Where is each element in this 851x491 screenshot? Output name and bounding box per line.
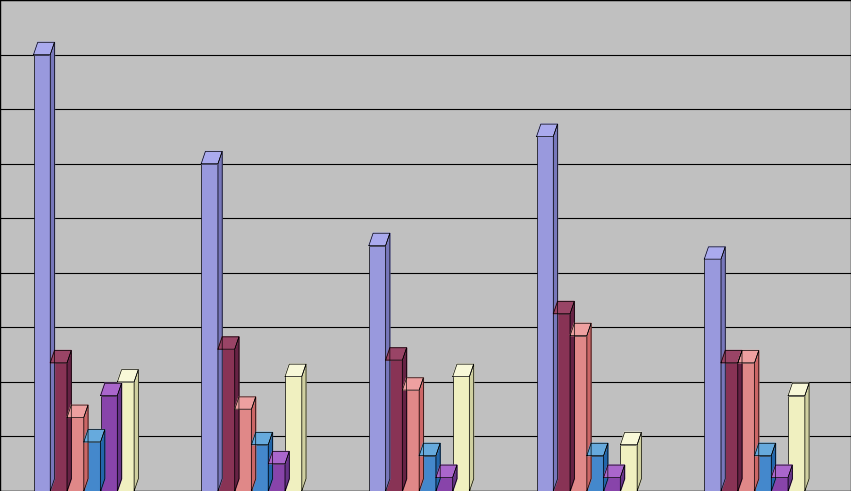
Polygon shape — [201, 151, 222, 164]
Bar — [553, 314, 570, 491]
Polygon shape — [738, 351, 759, 363]
Polygon shape — [721, 351, 742, 363]
Polygon shape — [788, 383, 809, 396]
Polygon shape — [100, 383, 122, 396]
Polygon shape — [50, 351, 71, 363]
Polygon shape — [553, 301, 574, 314]
Polygon shape — [84, 430, 105, 442]
Polygon shape — [252, 433, 272, 445]
Polygon shape — [218, 337, 239, 349]
Polygon shape — [570, 323, 591, 335]
Bar — [368, 246, 386, 491]
Bar — [67, 417, 84, 491]
Polygon shape — [771, 443, 775, 491]
Bar — [453, 377, 470, 491]
Polygon shape — [235, 337, 239, 491]
Bar — [218, 349, 235, 491]
Polygon shape — [721, 247, 725, 491]
Polygon shape — [553, 124, 557, 491]
Polygon shape — [67, 351, 71, 491]
Bar — [755, 456, 771, 491]
Bar — [570, 335, 587, 491]
Polygon shape — [537, 124, 557, 136]
Bar — [420, 456, 436, 491]
Polygon shape — [386, 348, 407, 360]
Polygon shape — [420, 378, 424, 491]
Bar — [50, 363, 67, 491]
Polygon shape — [453, 465, 457, 491]
Polygon shape — [67, 405, 88, 417]
Bar — [771, 477, 788, 491]
Polygon shape — [603, 465, 625, 477]
Bar — [436, 477, 453, 491]
Polygon shape — [620, 465, 625, 491]
Bar — [788, 396, 805, 491]
Polygon shape — [386, 233, 390, 491]
Bar — [285, 377, 302, 491]
Polygon shape — [50, 42, 54, 491]
Polygon shape — [134, 370, 139, 491]
Polygon shape — [771, 465, 792, 477]
Polygon shape — [755, 351, 759, 491]
Polygon shape — [252, 397, 255, 491]
Polygon shape — [235, 397, 255, 409]
Polygon shape — [637, 433, 642, 491]
Polygon shape — [302, 364, 306, 491]
Polygon shape — [570, 301, 574, 491]
Polygon shape — [403, 378, 424, 390]
Bar — [235, 409, 252, 491]
Bar — [117, 382, 134, 491]
Bar — [705, 259, 721, 491]
Bar — [721, 363, 738, 491]
Bar — [201, 164, 218, 491]
Polygon shape — [587, 443, 608, 456]
Polygon shape — [805, 383, 809, 491]
Bar — [403, 390, 420, 491]
Polygon shape — [84, 405, 88, 491]
Polygon shape — [620, 433, 642, 445]
Polygon shape — [738, 351, 742, 491]
Polygon shape — [705, 247, 725, 259]
Polygon shape — [755, 443, 775, 456]
Polygon shape — [603, 443, 608, 491]
Polygon shape — [268, 433, 272, 491]
Polygon shape — [368, 233, 390, 246]
Polygon shape — [403, 348, 407, 491]
Polygon shape — [100, 430, 105, 491]
Polygon shape — [587, 323, 591, 491]
Polygon shape — [117, 383, 122, 491]
Polygon shape — [33, 42, 54, 55]
Bar — [620, 445, 637, 491]
Polygon shape — [218, 151, 222, 491]
Polygon shape — [436, 465, 457, 477]
Polygon shape — [436, 443, 440, 491]
Bar — [587, 456, 603, 491]
Polygon shape — [470, 364, 474, 491]
Bar — [100, 396, 117, 491]
Bar — [537, 136, 553, 491]
Bar — [33, 55, 50, 491]
Bar — [84, 442, 100, 491]
Polygon shape — [117, 370, 139, 382]
Bar — [603, 477, 620, 491]
Polygon shape — [420, 443, 440, 456]
Polygon shape — [788, 465, 792, 491]
Polygon shape — [285, 364, 306, 377]
Bar — [252, 445, 268, 491]
Polygon shape — [268, 451, 289, 464]
Bar — [738, 363, 755, 491]
Bar — [268, 464, 285, 491]
Polygon shape — [285, 451, 289, 491]
Bar — [386, 360, 403, 491]
Polygon shape — [453, 364, 474, 377]
